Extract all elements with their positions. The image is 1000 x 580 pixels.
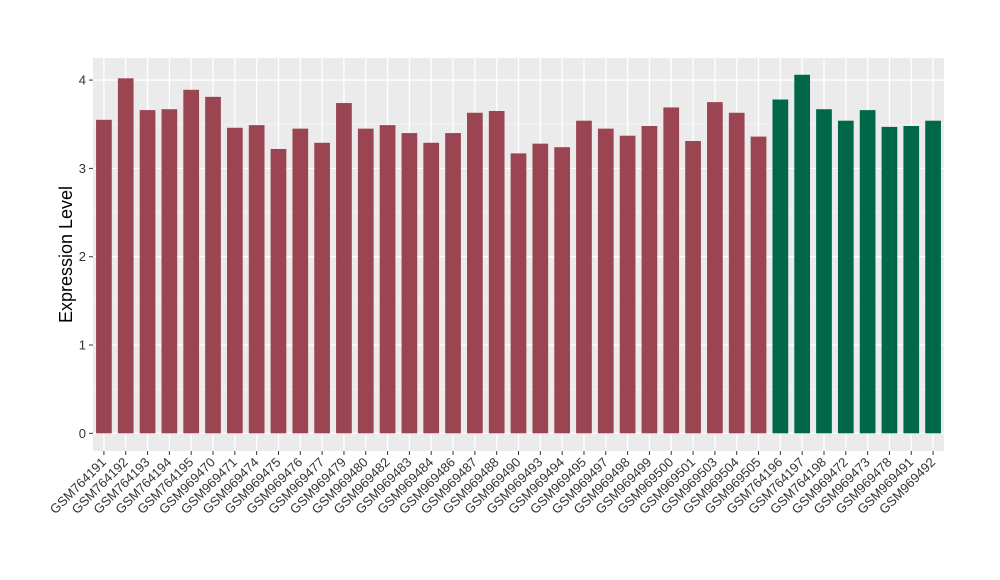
y-tick-label: 1 xyxy=(79,338,86,353)
bar xyxy=(226,127,243,434)
y-tick-label: 0 xyxy=(79,426,86,441)
bar xyxy=(707,102,723,434)
bar xyxy=(685,141,701,434)
y-axis: 0 1 2 3 4 xyxy=(79,73,93,441)
bar xyxy=(510,153,527,434)
x-axis: GSM764191GSM764192GSM764193GSM764194GSM7… xyxy=(47,451,938,517)
bars-group xyxy=(96,74,941,434)
bar xyxy=(270,148,287,434)
bar xyxy=(750,136,767,434)
bar xyxy=(467,112,483,434)
bar xyxy=(903,126,920,434)
bar xyxy=(728,112,745,434)
bar xyxy=(532,143,549,434)
bar xyxy=(161,109,178,434)
bar xyxy=(183,89,200,434)
bar xyxy=(816,109,832,434)
bar xyxy=(794,74,811,434)
bar xyxy=(357,128,374,434)
bar xyxy=(859,110,876,434)
y-tick-label: 3 xyxy=(79,161,86,176)
bar xyxy=(881,126,898,434)
bar xyxy=(423,142,440,434)
bar xyxy=(139,110,156,434)
y-axis-title: Expression Level xyxy=(56,186,76,323)
y-tick-label: 4 xyxy=(79,73,86,88)
bar xyxy=(292,128,309,434)
bar xyxy=(96,119,112,434)
bar xyxy=(576,120,592,434)
bar xyxy=(314,142,330,434)
bar xyxy=(772,99,789,434)
bar xyxy=(488,110,505,434)
bar xyxy=(117,78,134,434)
bar xyxy=(597,128,614,434)
bar xyxy=(401,133,418,434)
bar xyxy=(663,107,680,434)
y-tick-label: 2 xyxy=(79,249,86,264)
bar xyxy=(205,96,221,434)
bar xyxy=(336,103,352,434)
bar xyxy=(445,133,461,434)
bar xyxy=(554,147,570,434)
bar xyxy=(925,120,941,434)
bar xyxy=(837,120,854,434)
bar xyxy=(379,125,396,434)
bar xyxy=(248,125,265,434)
bar xyxy=(641,126,658,434)
bar xyxy=(619,135,636,434)
